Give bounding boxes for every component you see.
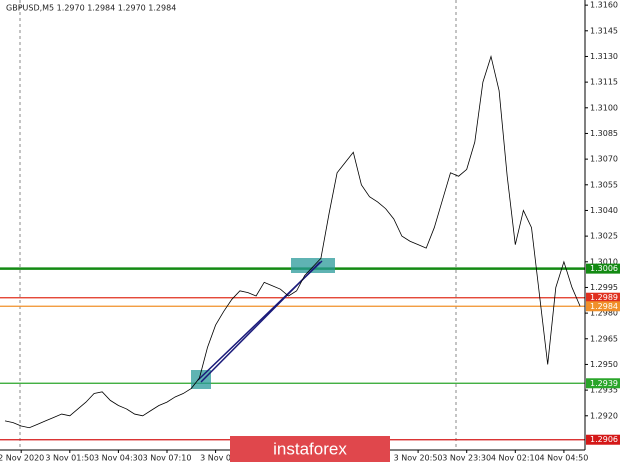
level-tag bbox=[586, 434, 620, 445]
x-tick-label: 3 Nov 23:30 bbox=[442, 454, 491, 463]
x-tick-label: 3 Nov 0 bbox=[200, 454, 231, 463]
level-label: 1.2939 bbox=[590, 379, 618, 388]
y-tick-label: 1.2965 bbox=[590, 334, 618, 343]
x-tick-label: 4 Nov 04:50 bbox=[539, 454, 588, 463]
level-label: 1.2984 bbox=[590, 302, 618, 311]
level-label: 1.3006 bbox=[590, 264, 618, 273]
level-tag bbox=[586, 378, 620, 389]
y-tick-label: 1.2995 bbox=[590, 283, 618, 292]
y-tick-label: 1.3085 bbox=[590, 129, 618, 138]
y-tick-label: 1.3025 bbox=[590, 232, 618, 241]
y-tick-label: 1.3010 bbox=[590, 257, 618, 266]
y-tick-label: 1.2980 bbox=[590, 309, 618, 318]
y-tick-label: 1.3100 bbox=[590, 103, 618, 112]
watermark-box bbox=[230, 436, 390, 462]
x-tick-label: 3 Nov 04:30 bbox=[94, 454, 143, 463]
y-tick-label: 1.2920 bbox=[590, 411, 618, 420]
y-tick-label: 1.3130 bbox=[590, 52, 618, 61]
level-tag bbox=[586, 263, 620, 274]
zone-box bbox=[291, 258, 335, 273]
y-tick-label: 1.2935 bbox=[590, 386, 618, 395]
x-tick-label: 3 Nov 07:10 bbox=[143, 454, 192, 463]
header: GBPUSD,M5 1.2970 1.2984 1.2970 1.2984 bbox=[6, 4, 176, 13]
level-tag bbox=[586, 292, 620, 303]
y-tick-label: 1.3055 bbox=[590, 180, 618, 189]
level-tag bbox=[586, 301, 620, 312]
y-tick-label: 1.3160 bbox=[590, 1, 618, 10]
x-tick-label: 3 Nov 01:50 bbox=[45, 454, 94, 463]
y-tick-label: 1.3145 bbox=[590, 26, 618, 35]
price-line bbox=[4, 54, 581, 429]
x-tick-label: 3 Nov 20:50 bbox=[394, 454, 443, 463]
level-label: 1.2989 bbox=[590, 293, 618, 302]
y-tick-label: 1.3070 bbox=[590, 155, 618, 164]
y-tick-label: 1.2950 bbox=[590, 360, 618, 369]
zone-box bbox=[191, 370, 211, 389]
trend-line bbox=[200, 261, 321, 383]
y-tick-label: 1.3115 bbox=[590, 78, 618, 87]
y-tick-label: 1.3040 bbox=[590, 206, 618, 215]
x-tick-label: 2 Nov 2020 bbox=[0, 454, 44, 463]
level-label: 1.2906 bbox=[590, 435, 618, 444]
x-tick-label: 4 Nov 02:10 bbox=[491, 454, 540, 463]
watermark: instaforex bbox=[273, 439, 347, 458]
